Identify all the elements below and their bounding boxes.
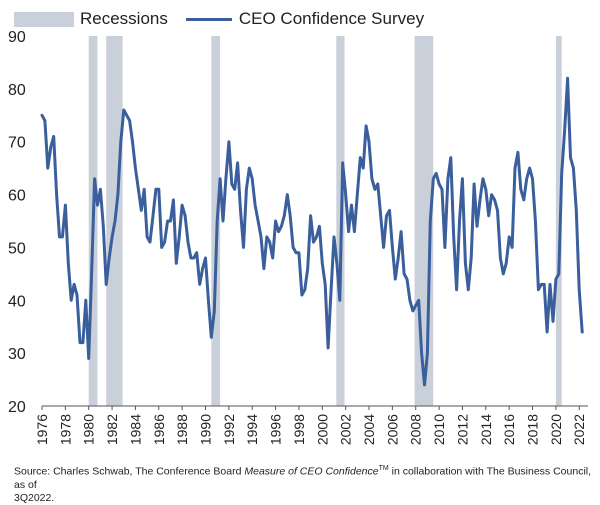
legend-item-recessions: Recessions (14, 9, 168, 29)
ceo-confidence-line (40, 76, 584, 387)
y-tick-label: 40 (8, 293, 26, 310)
source-tm: TM (378, 465, 389, 472)
x-tick-label: 2002 (338, 414, 354, 445)
legend-label-recessions: Recessions (80, 9, 168, 28)
x-tick-label: 2012 (454, 414, 470, 445)
x-tick-label: 2006 (384, 414, 400, 445)
x-tick-label: 2018 (525, 414, 541, 445)
ceo-confidence-chart: 90 80 70 60 50 40 30 20 1976 1978 1980 1982 1984 198… (8, 29, 588, 445)
x-tick-label: 2020 (548, 414, 564, 445)
y-axis-ticks: 90 80 70 60 50 40 30 20 (8, 29, 26, 416)
source-line2: 3Q2022. (14, 491, 55, 504)
legend-label-ceo-confidence: CEO Confidence Survey (238, 9, 425, 28)
x-tick-label: 2014 (478, 414, 494, 445)
x-tick-label: 1994 (244, 414, 260, 445)
x-tick-label: 1990 (198, 414, 214, 445)
y-tick-label: 60 (8, 188, 26, 205)
x-tick-label: 1984 (127, 414, 143, 445)
y-tick-label: 50 (8, 240, 26, 257)
x-tick-label: 1992 (221, 414, 237, 445)
x-tick-label: 1988 (174, 414, 190, 445)
y-tick-label: 90 (8, 29, 26, 46)
source-suffix: in collaboration with The Business Counc… (14, 465, 592, 491)
x-tick-label: 1976 (34, 414, 50, 445)
source-prefix: Source: Charles Schwab, The Conference B… (14, 465, 245, 478)
x-tick-label: 2000 (314, 414, 330, 445)
x-tick-label: 1998 (291, 414, 307, 445)
x-tick-label: 1982 (104, 414, 120, 445)
line-swatch (185, 17, 232, 21)
x-tick-label: 2004 (361, 414, 377, 445)
recession-swatch (14, 11, 74, 27)
y-tick-label: 30 (8, 346, 26, 363)
y-tick-label: 80 (8, 82, 26, 99)
x-tick-label: 2010 (431, 414, 447, 445)
x-axis-ticks: 1976 1978 1980 1982 1984 1986 1988 1990 1992 1994… (34, 406, 587, 445)
x-tick-label: 2016 (501, 414, 517, 445)
x-tick-label: 1986 (151, 414, 167, 445)
source-note: Source: Charles Schwab, The Conference B… (14, 462, 594, 505)
y-tick-label: 70 (8, 135, 26, 152)
y-tick-label: 20 (8, 399, 26, 416)
recession-band-5 (555, 36, 562, 406)
x-tick-label: 1996 (268, 414, 284, 445)
x-tick-label: 1978 (57, 414, 73, 445)
legend: Recessions CEO Confidence Survey (14, 8, 442, 30)
x-tick-label: 2022 (571, 414, 587, 445)
x-tick-label: 2008 (408, 414, 424, 445)
x-tick-label: 1980 (81, 414, 97, 445)
legend-item-ceo-confidence: CEO Confidence Survey (185, 9, 425, 29)
source-measure: Measure of CEO Confidence (244, 465, 379, 478)
